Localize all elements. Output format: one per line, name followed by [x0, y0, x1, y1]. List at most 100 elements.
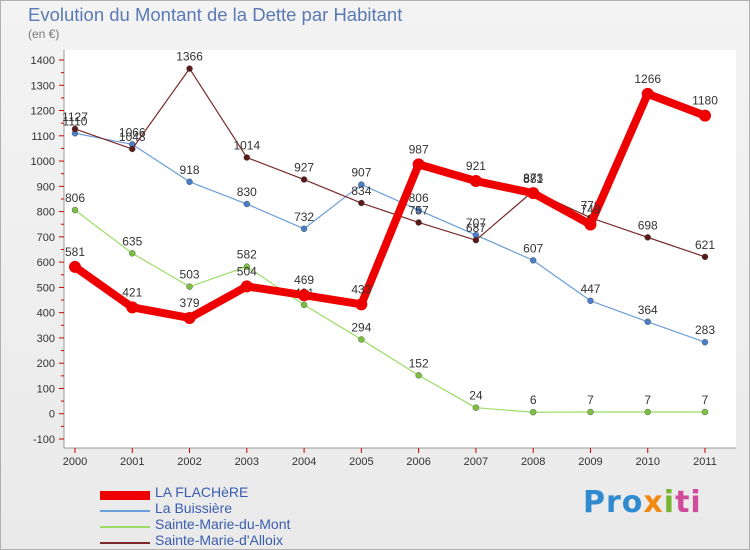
data-point-la-buissie-re [358, 181, 365, 188]
data-point-la-buissie-re [701, 339, 709, 346]
data-label-sainte-marie-du-mont: 294 [351, 320, 371, 334]
data-point-sainte-marie-d-alloix [186, 65, 193, 72]
x-tick-label: 2001 [120, 456, 144, 468]
data-label-la-buissie-re: 1110 [63, 114, 88, 128]
data-point-la-buissie-re [186, 178, 193, 185]
y-tick-label: 300 [37, 333, 55, 345]
data-point-la-buissie-re [587, 297, 594, 304]
plot-area [64, 50, 736, 448]
data-point-la-flache-re [240, 280, 253, 293]
data-point-la-buissie-re [415, 206, 422, 214]
y-tick-label: 500 [37, 282, 55, 294]
data-point-sainte-marie-d-alloix [472, 236, 480, 244]
legend-label: Sainte-Marie-d'Alloix [155, 532, 283, 548]
data-label-sainte-marie-du-mont: 6 [530, 393, 537, 407]
legend-item: Sainte-Marie-du-Mont [100, 516, 360, 534]
data-point-la-flache-re [126, 301, 139, 314]
series-line-sainte-marie-d-alloix [74, 67, 706, 258]
data-label-sainte-marie-d-alloix: 1048 [119, 130, 146, 144]
data-point-la-flache-re [641, 87, 654, 100]
y-tick-label: 200 [37, 358, 55, 370]
data-point-sainte-marie-d-alloix [243, 154, 251, 161]
data-label-la-buissie-re: 830 [237, 185, 257, 199]
y-tick-label: 600 [37, 257, 55, 269]
data-label-la-flache-re: 433 [351, 282, 371, 296]
data-point-la-flache-re [469, 175, 482, 188]
data-label-la-flache-re: 379 [180, 296, 200, 310]
data-point-sainte-marie-du-mont [587, 408, 594, 416]
data-point-sainte-marie-du-mont [186, 283, 193, 290]
data-point-sainte-marie-d-alloix [701, 253, 709, 261]
legend-swatch [100, 526, 150, 528]
data-point-sainte-marie-du-mont [472, 404, 480, 411]
data-point-la-flache-re [69, 260, 81, 273]
data-label-la-flache-re: 987 [409, 142, 429, 156]
data-point-sainte-marie-du-mont [358, 336, 365, 343]
data-label-la-flache-re: 469 [294, 273, 314, 287]
y-tick-label: -100 [33, 434, 55, 446]
proxiti-logo: Proxiti [583, 485, 702, 520]
y-tick-label: 100 [37, 383, 55, 395]
data-label-la-buissie-re: 607 [523, 241, 543, 255]
legend-item: LA FLACHèRE [100, 484, 360, 502]
data-point-la-buissie-re [300, 225, 308, 232]
data-point-sainte-marie-d-alloix [71, 125, 79, 133]
data-point-sainte-marie-d-alloix [300, 176, 308, 183]
data-label-sainte-marie-d-alloix: 927 [294, 161, 314, 175]
y-tick-label: 400 [37, 308, 55, 320]
data-point-la-flache-re [527, 187, 540, 200]
data-point-la-buissie-re [243, 200, 251, 208]
x-tick-label: 2002 [177, 456, 201, 468]
x-tick-label: 2010 [635, 456, 659, 468]
legend-item: La Buissière [100, 500, 360, 518]
data-label-sainte-marie-d-alloix: 1366 [176, 50, 203, 64]
data-label-sainte-marie-du-mont: 503 [180, 268, 200, 282]
data-label-sainte-marie-d-alloix: 1014 [233, 139, 260, 153]
data-label-sainte-marie-du-mont: 24 [469, 389, 483, 403]
data-point-la-buissie-re [529, 257, 537, 264]
data-label-la-flache-re: 1266 [634, 72, 661, 86]
x-tick-label: 2005 [349, 456, 373, 468]
y-tick-label: 1000 [31, 156, 55, 168]
data-label-la-flache-re: 873 [523, 171, 543, 185]
data-point-sainte-marie-d-alloix [358, 199, 365, 207]
data-label-sainte-marie-du-mont: 582 [237, 248, 257, 262]
data-label-la-buissie-re: 806 [409, 191, 429, 205]
data-point-sainte-marie-du-mont [129, 250, 136, 257]
y-tick-label: 1200 [31, 106, 55, 118]
data-label-la-buissie-re: 907 [351, 166, 371, 180]
data-label-la-buissie-re: 707 [466, 216, 486, 230]
data-label-sainte-marie-d-alloix: 834 [351, 184, 371, 198]
legend-label: LA FLACHèRE [155, 484, 249, 500]
x-tick-label: 2008 [521, 456, 545, 468]
data-label-sainte-marie-d-alloix: 621 [695, 238, 715, 252]
y-tick-label: 1400 [31, 55, 55, 67]
data-point-sainte-marie-du-mont [529, 409, 537, 416]
data-label-sainte-marie-du-mont: 7 [644, 393, 651, 407]
data-label-la-flache-re: 1180 [692, 94, 718, 108]
chart-unit-label: (en €) [28, 27, 60, 41]
y-tick-label: 1300 [31, 80, 55, 92]
x-tick-label: 2007 [464, 456, 488, 468]
data-point-la-flache-re [298, 289, 311, 302]
data-point-sainte-marie-d-alloix [415, 219, 422, 226]
chart-title: Evolution du Montant de la Dette par Hab… [28, 4, 403, 25]
data-point-sainte-marie-d-alloix [129, 145, 136, 153]
legend-swatch [100, 490, 150, 500]
data-label-la-flache-re: 581 [65, 245, 85, 259]
y-tick-label: 900 [37, 181, 55, 193]
data-label-la-buissie-re: 1066 [119, 125, 146, 139]
data-label-la-flache-re: 421 [122, 285, 142, 299]
y-tick-label: 800 [37, 207, 55, 219]
data-label-la-buissie-re: 447 [580, 282, 600, 296]
data-point-sainte-marie-du-mont [243, 263, 251, 270]
data-label-la-flache-re: 921 [466, 159, 486, 173]
data-label-la-buissie-re: 283 [695, 323, 715, 337]
data-label-sainte-marie-d-alloix: 698 [638, 218, 658, 232]
data-label-sainte-marie-du-mont: 152 [409, 356, 429, 370]
data-label-sainte-marie-du-mont: 806 [65, 191, 85, 205]
data-point-la-flache-re [412, 158, 425, 171]
data-label-sainte-marie-d-alloix: 1127 [62, 110, 88, 124]
x-tick-label: 2000 [63, 456, 87, 468]
data-point-sainte-marie-du-mont [300, 301, 308, 309]
